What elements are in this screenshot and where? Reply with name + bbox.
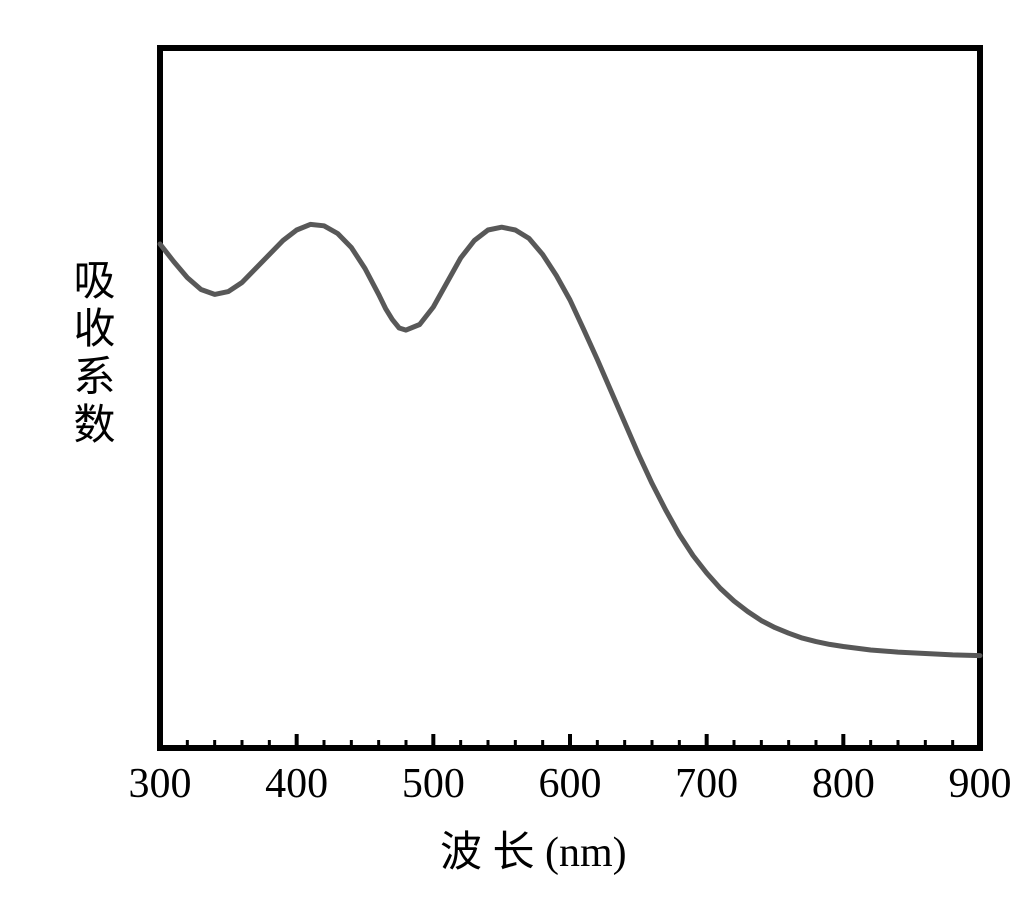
- x-axis-label: 波 长 (nm): [440, 818, 627, 879]
- x-tick-label: 300: [110, 760, 210, 808]
- x-tick-label: 800: [793, 760, 893, 808]
- x-tick-label: 700: [657, 760, 757, 808]
- x-tick-label: 600: [520, 760, 620, 808]
- x-tick-label: 400: [247, 760, 347, 808]
- x-tick-label: 900: [930, 760, 1028, 808]
- x-tick-label: 500: [383, 760, 483, 808]
- absorption-spectrum-chart: 吸收系数 波 长 (nm) 300 400 500 600 700 800 900: [0, 0, 1028, 904]
- y-axis-label: 吸收系数: [60, 258, 121, 450]
